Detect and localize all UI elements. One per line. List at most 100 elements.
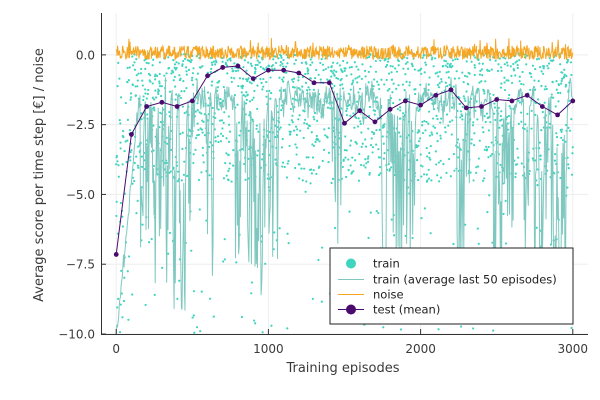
train-point [134, 94, 137, 97]
train-point [196, 134, 199, 137]
train-point [304, 190, 307, 193]
train-point [472, 179, 475, 182]
train-point [552, 59, 555, 62]
y-ticks: 0.0 −2.5 −5.0 −7.5 −10.0 [58, 48, 106, 342]
train-point [265, 95, 268, 98]
train-point [459, 110, 463, 113]
train-point [384, 58, 387, 61]
train-point [483, 148, 486, 151]
train-point [180, 179, 183, 182]
train-point [439, 176, 443, 179]
train-point [116, 160, 119, 163]
train-point [436, 140, 439, 143]
train-point [340, 77, 343, 81]
train-point [152, 106, 156, 109]
train-point [536, 98, 540, 101]
train-point [449, 62, 452, 65]
train-point [444, 64, 447, 67]
train-point [500, 82, 503, 85]
train-point [428, 134, 431, 137]
test-mean-point [235, 63, 241, 69]
train-point [479, 69, 482, 72]
train-point [488, 69, 491, 73]
legend-label-train-average: train (average last 50 episodes) [373, 273, 557, 287]
train-point [295, 133, 298, 137]
train-point [194, 110, 197, 113]
train-point [563, 68, 566, 71]
train-point [181, 131, 184, 134]
train-point [420, 217, 423, 220]
train-point [423, 207, 426, 210]
x-ticks: 0 1000 2000 3000 [112, 329, 588, 356]
train-point [373, 113, 376, 116]
train-point [133, 179, 136, 183]
train-point [182, 173, 186, 176]
train-point [269, 76, 272, 79]
train-point [310, 168, 313, 171]
train-point [432, 108, 436, 111]
train-point [537, 57, 541, 60]
train-point [435, 132, 439, 135]
train-point [122, 135, 125, 139]
train-point [419, 67, 423, 70]
train-point [282, 58, 285, 62]
train-point [567, 167, 570, 170]
train-point [475, 171, 478, 174]
train-point [311, 297, 314, 301]
train-point [307, 156, 310, 159]
train-point [483, 177, 486, 180]
train-point [131, 293, 134, 296]
train-point [270, 91, 273, 95]
train-point [136, 85, 139, 88]
train-point [295, 125, 298, 128]
train-point [184, 66, 188, 69]
train-point [448, 120, 452, 123]
train-point [381, 135, 384, 138]
train-point [349, 114, 352, 117]
x-axis-label: Training episodes [285, 361, 399, 376]
train-point [247, 129, 250, 132]
train-point [195, 136, 198, 140]
train-point [520, 120, 523, 123]
train-point [564, 83, 568, 86]
train-point [394, 67, 397, 70]
train-point [341, 83, 344, 86]
train-point [154, 73, 157, 76]
train-point [382, 142, 385, 145]
train-point [119, 147, 122, 150]
train-point [120, 292, 123, 295]
train-point [135, 212, 138, 215]
legend-label-noise: noise [373, 288, 404, 302]
train-point [436, 117, 439, 121]
train-point [119, 122, 122, 125]
train-point [227, 169, 230, 173]
train-point [311, 61, 314, 64]
train-point [355, 142, 358, 145]
train-point [351, 156, 354, 159]
train-point [261, 88, 264, 91]
train-point [383, 83, 386, 86]
train-point [517, 122, 521, 126]
train-point [156, 74, 159, 78]
train-point [533, 79, 536, 82]
train-point [119, 303, 122, 306]
train-point [129, 92, 133, 95]
train-point [130, 96, 133, 99]
train-point [201, 154, 205, 157]
train-point [123, 276, 126, 279]
train-point [202, 161, 205, 164]
test-mean-point [342, 120, 347, 126]
train-point [398, 98, 401, 101]
train-point [296, 128, 299, 131]
train-point [282, 65, 285, 68]
train-point [395, 87, 398, 90]
train-point [333, 226, 337, 230]
train-point [437, 161, 440, 164]
train-point [569, 61, 573, 64]
train-point [256, 84, 259, 87]
train-point [246, 93, 249, 96]
train-point [303, 118, 307, 121]
train-point [121, 215, 124, 218]
train-point [371, 151, 374, 154]
train-point [332, 72, 335, 75]
